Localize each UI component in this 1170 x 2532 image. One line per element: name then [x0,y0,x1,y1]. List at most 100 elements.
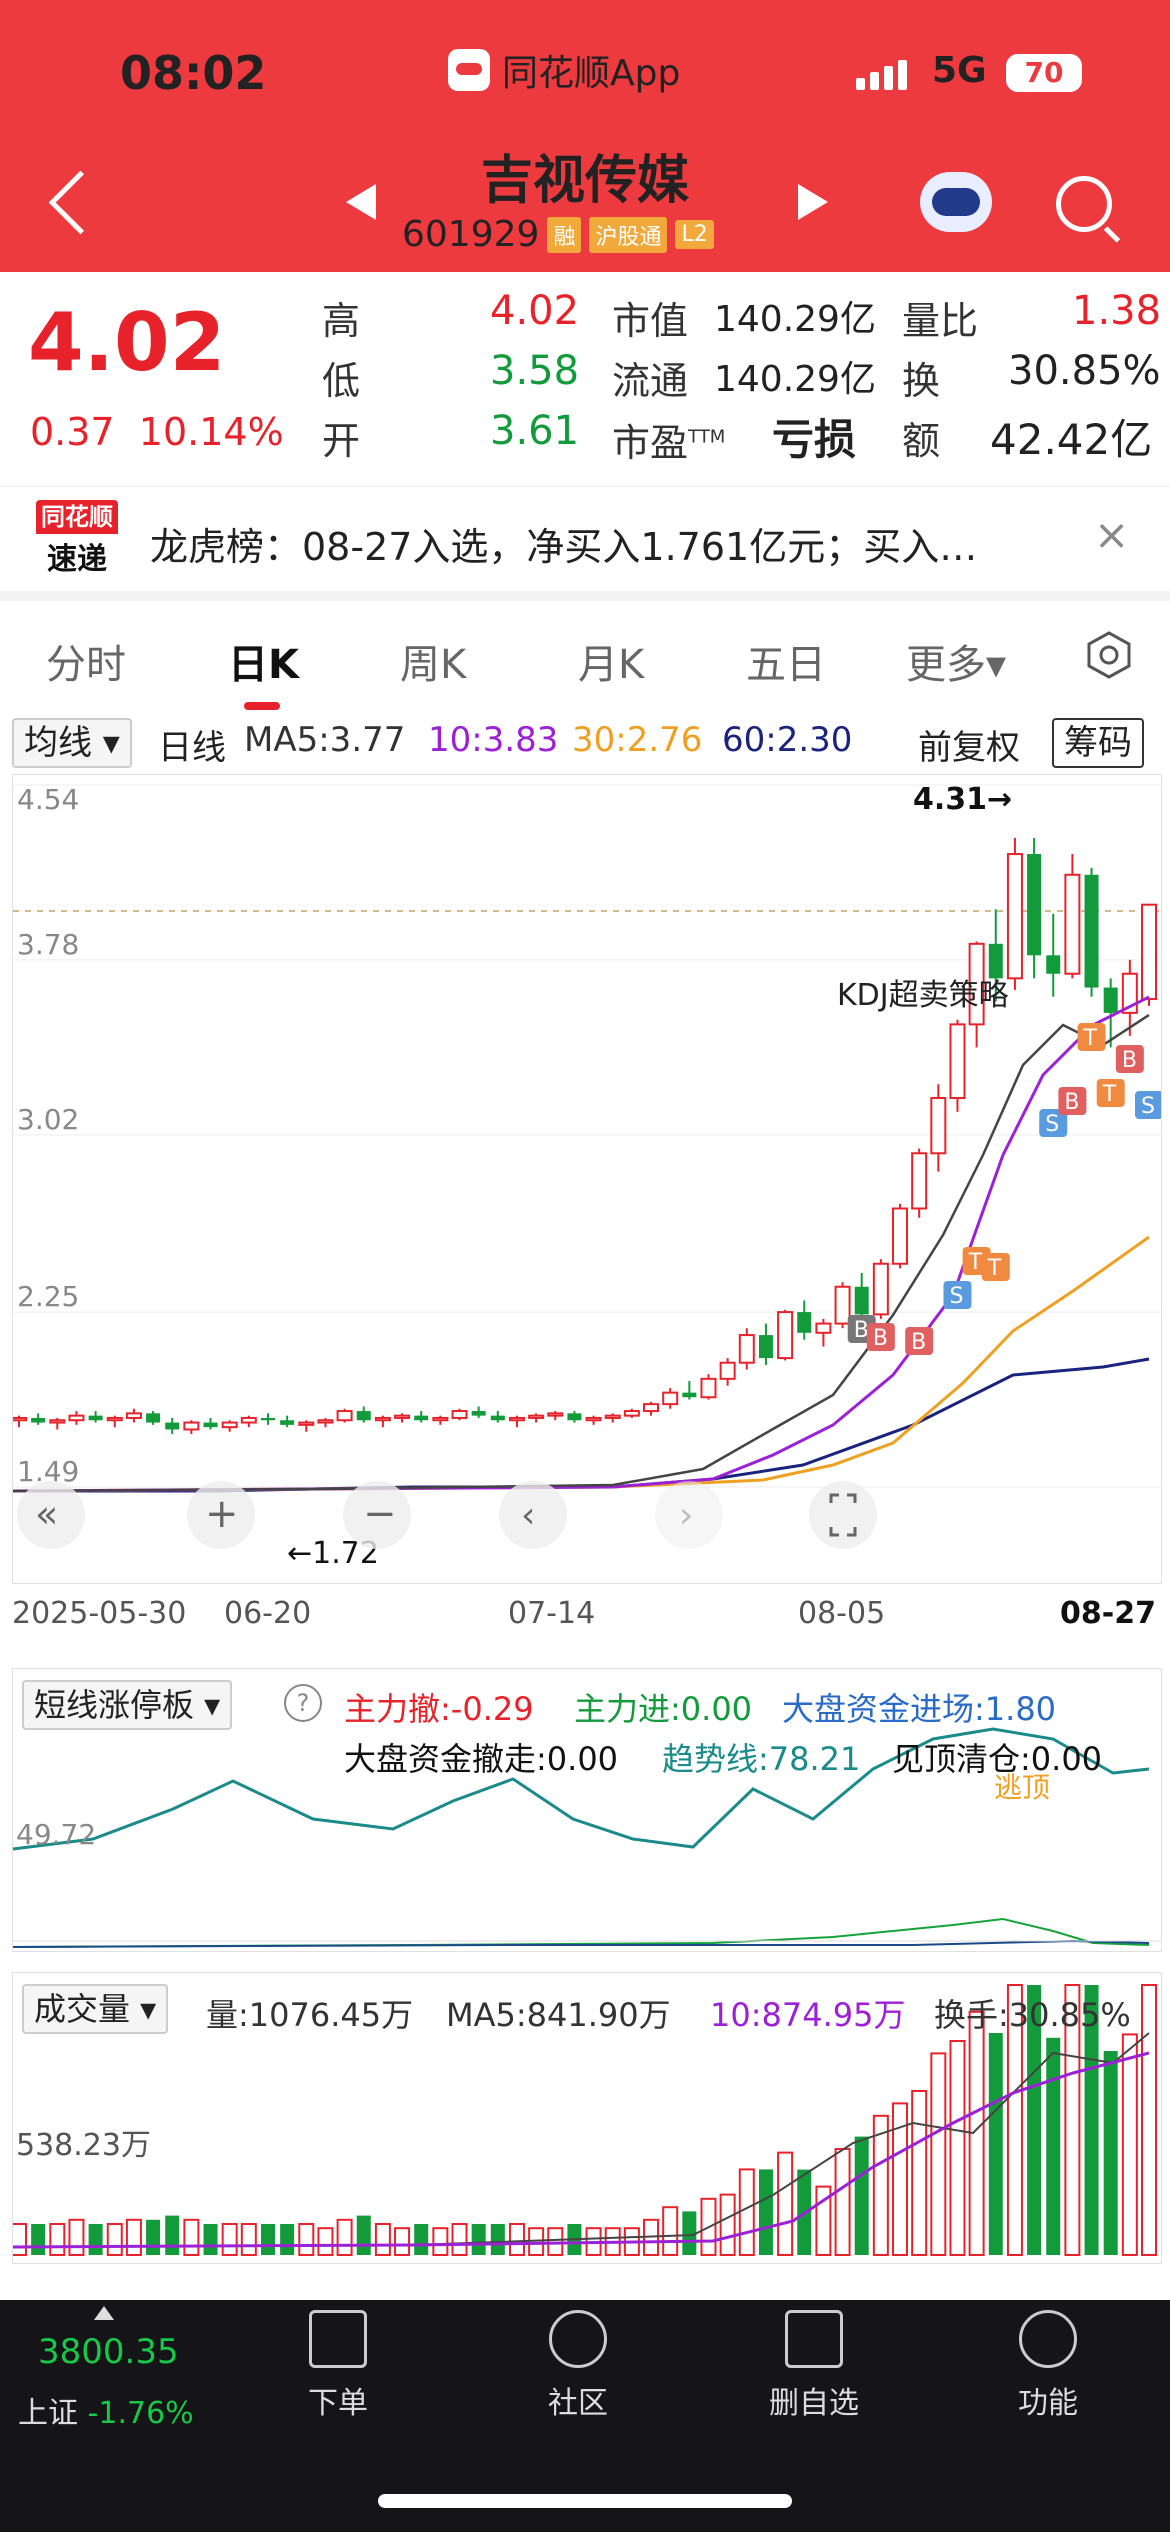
mktcap-label: 市值 [612,299,689,343]
dapan-che: 大盘资金撤走:0.00 [344,1740,619,1778]
nav-remove-watch[interactable]: 删自选 [754,2310,874,2422]
volume-bar [719,2193,736,2257]
fullscreen-icon[interactable] [809,1481,877,1549]
index-change: -1.76% [87,2396,194,2431]
zoom-in-icon[interactable] [187,1481,255,1549]
index-value[interactable]: 3800.35 [38,2332,179,2372]
candle-body [949,1023,966,1100]
volume-selector[interactable]: 成交量 ▾ [22,1984,169,2034]
index-expand-icon[interactable] [94,2306,114,2320]
volume-bar [146,2219,161,2255]
vol-ma5-line [12,2032,1150,2248]
status-app: 同花顺App [448,44,680,96]
volume-svg [11,1984,1157,2257]
tab-monthly-k[interactable]: 月K [578,642,645,688]
ma5-value: MA5:3.77 [244,720,406,760]
stock-name: 吉视传媒 [480,151,689,211]
candle-body [260,1417,275,1421]
candle-body [968,942,985,1026]
active-tab-indicator [244,702,280,710]
amount-label: 额 [902,419,941,463]
zoom-out-icon[interactable] [343,1481,411,1549]
candle-body [88,1415,103,1421]
pe-value: 亏损 [772,415,857,464]
app-name: 同花顺App [502,53,681,94]
volume-bar [911,2090,928,2256]
candle-body [911,1152,928,1210]
signal-marker-text: T [1102,1082,1117,1107]
signal-marker [866,1323,895,1351]
signal-marker [1039,1109,1068,1137]
network-label: 5G [932,50,987,91]
candle-body [738,1334,755,1364]
search-icon[interactable] [1056,176,1112,232]
candle-body [471,1411,486,1416]
prev-icon[interactable] [499,1481,567,1549]
candle-body [567,1413,582,1421]
volume-bar [125,2218,142,2257]
adjust-label[interactable]: 前复权 [918,728,1020,768]
trend-value: 趋势线:78.21 [662,1740,861,1778]
news-strip[interactable] [0,486,1170,601]
nav-order[interactable]: 下单 [278,2310,398,2422]
news-text[interactable]: 龙虎榜：08-27入选，净买入1.761亿元；买入… [150,525,978,569]
candle-body [988,943,1003,979]
volume-bar [1121,2033,1138,2257]
candle-body [68,1414,85,1422]
tab-daily-k[interactable]: 日K [228,642,299,688]
next-stock-icon[interactable] [798,184,828,220]
index-name[interactable]: 上证 -1.76% [18,2388,194,2432]
help-icon[interactable]: ? [284,1684,322,1722]
settings-icon[interactable] [1084,630,1134,680]
candle-body [183,1421,200,1431]
news-close-icon[interactable]: × [1094,510,1130,559]
volume-bar [451,2223,468,2256]
tab-five-day[interactable]: 五日 [746,642,826,688]
assistant-robot-icon[interactable] [920,172,992,232]
next-icon[interactable] [655,1481,723,1549]
chips-button[interactable]: 筹码 [1052,718,1144,768]
volume-bar [106,2223,123,2256]
x-tick-1: 06-20 [224,1596,312,1631]
turnover-label: 换 [902,359,941,403]
turnover-value: 30.85% [1008,348,1161,394]
tab-intraday[interactable]: 分时 [46,642,126,688]
tab-more[interactable]: 更多▾ [906,642,1007,688]
stock-code: 601929 [402,214,540,255]
ma60-value: 60:2.30 [722,720,853,760]
indicator-panel[interactable] [12,1668,1162,1952]
volume-bar [68,2218,85,2257]
tab-weekly-k[interactable]: 周K [400,642,467,688]
volume-bar [872,2114,889,2256]
volume-panel[interactable] [11,1972,1162,2264]
candle-body [872,1262,889,1316]
volume-bar [221,2223,238,2256]
ma-selector[interactable]: 均线 ▾ [12,718,132,768]
volume-bar [280,2224,295,2255]
current-price: 4.02 [28,296,226,389]
svg-text:−: − [363,1491,397,1537]
candle-body [623,1410,640,1417]
candle-body [414,1415,429,1421]
volume-bar [1084,1985,1099,2255]
candle-body [336,1410,353,1422]
candle-body [758,1335,773,1359]
candle-body [49,1419,66,1424]
candle-body [374,1416,391,1422]
signal-marker-text: B [1122,1048,1137,1073]
indicator-selector[interactable]: 短线涨停板 ▾ [22,1680,233,1730]
volume-bar [414,2224,429,2255]
nav-functions[interactable]: 功能 [988,2310,1108,2422]
volume-bar [1141,1984,1157,2256]
volume-bar [240,2223,257,2256]
nav-community[interactable]: 社区 [518,2310,638,2422]
candle-body [165,1422,180,1430]
candle-body [682,1392,697,1398]
rewind-icon[interactable] [17,1481,85,1549]
volume-bar [298,2223,315,2256]
signal-marker-text: T [1083,1026,1098,1051]
prev-stock-icon[interactable] [346,184,376,220]
vol-ma10-line [12,2051,1150,2249]
